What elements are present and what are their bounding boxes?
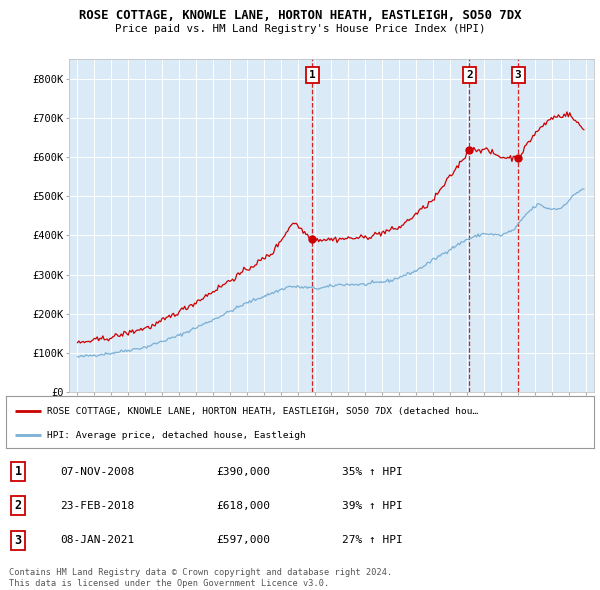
Text: 2: 2	[466, 70, 473, 80]
Text: £597,000: £597,000	[216, 535, 270, 545]
Text: £390,000: £390,000	[216, 467, 270, 477]
Text: 39% ↑ HPI: 39% ↑ HPI	[342, 501, 403, 511]
Text: HPI: Average price, detached house, Eastleigh: HPI: Average price, detached house, East…	[47, 431, 306, 440]
Text: 27% ↑ HPI: 27% ↑ HPI	[342, 535, 403, 545]
Text: 35% ↑ HPI: 35% ↑ HPI	[342, 467, 403, 477]
Text: 2: 2	[14, 499, 22, 513]
Text: ROSE COTTAGE, KNOWLE LANE, HORTON HEATH, EASTLEIGH, SO50 7DX: ROSE COTTAGE, KNOWLE LANE, HORTON HEATH,…	[79, 9, 521, 22]
Text: £618,000: £618,000	[216, 501, 270, 511]
Text: 08-JAN-2021: 08-JAN-2021	[60, 535, 134, 545]
Text: 07-NOV-2008: 07-NOV-2008	[60, 467, 134, 477]
Text: 3: 3	[14, 534, 22, 547]
Text: ROSE COTTAGE, KNOWLE LANE, HORTON HEATH, EASTLEIGH, SO50 7DX (detached hou…: ROSE COTTAGE, KNOWLE LANE, HORTON HEATH,…	[47, 407, 478, 415]
Text: 23-FEB-2018: 23-FEB-2018	[60, 501, 134, 511]
Text: This data is licensed under the Open Government Licence v3.0.: This data is licensed under the Open Gov…	[9, 579, 329, 588]
Text: Contains HM Land Registry data © Crown copyright and database right 2024.: Contains HM Land Registry data © Crown c…	[9, 568, 392, 576]
Text: Price paid vs. HM Land Registry's House Price Index (HPI): Price paid vs. HM Land Registry's House …	[115, 24, 485, 34]
Text: 1: 1	[14, 465, 22, 478]
Text: 1: 1	[309, 70, 316, 80]
Text: 3: 3	[515, 70, 521, 80]
